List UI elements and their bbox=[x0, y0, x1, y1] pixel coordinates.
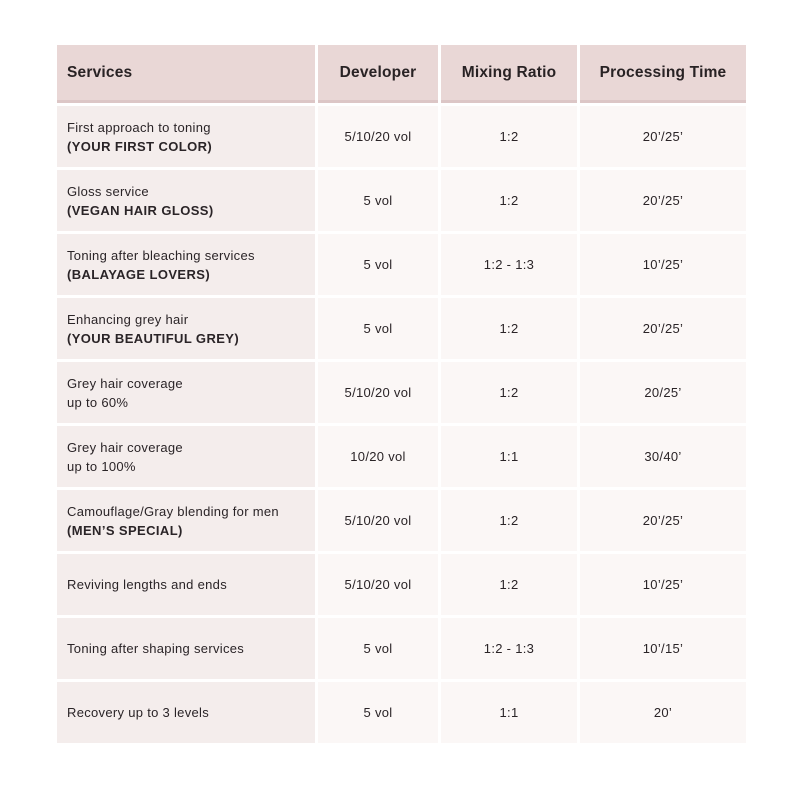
developer-cell: 5 vol bbox=[318, 618, 438, 679]
service-cell: Camouflage/Gray blending for men (MEN’S … bbox=[57, 490, 315, 551]
mixing-ratio-cell: 1:2 - 1:3 bbox=[441, 234, 577, 295]
service-name: Enhancing grey hair bbox=[67, 311, 189, 327]
developer-cell: 5/10/20 vol bbox=[318, 554, 438, 615]
column-header-services: Services bbox=[57, 45, 315, 103]
service-name: Toning after shaping services bbox=[67, 641, 245, 656]
service-subtitle: (BALAYAGE LOVERS) bbox=[67, 266, 211, 282]
developer-cell: 5 vol bbox=[318, 682, 438, 743]
table-body: First approach to toning (YOUR FIRST COL… bbox=[57, 106, 746, 743]
mixing-ratio-cell: 1:2 bbox=[441, 170, 577, 231]
service-subtitle: (MEN’S SPECIAL) bbox=[67, 522, 183, 538]
service-cell: First approach to toning (YOUR FIRST COL… bbox=[57, 106, 315, 167]
mixing-ratio-cell: 1:1 bbox=[441, 682, 577, 743]
mixing-ratio-cell: 1:2 bbox=[441, 362, 577, 423]
processing-time-cell: 20’/25’ bbox=[580, 490, 746, 551]
service-cell: Grey hair coverage up to 60% bbox=[57, 362, 315, 423]
mixing-ratio-cell: 1:2 bbox=[441, 106, 577, 167]
service-subtitle: (YOUR FIRST COLOR) bbox=[67, 138, 213, 154]
service-name: Camouflage/Gray blending for men bbox=[67, 503, 279, 519]
processing-time-cell: 20’/25’ bbox=[580, 298, 746, 359]
table-row: Recovery up to 3 levels 5 vol 1:1 20’ bbox=[57, 682, 746, 743]
service-cell: Toning after bleaching services (BALAYAG… bbox=[57, 234, 315, 295]
processing-time-cell: 20’/25’ bbox=[580, 106, 746, 167]
mixing-ratio-cell: 1:2 bbox=[441, 490, 577, 551]
service-name: Grey hair coverage bbox=[67, 375, 183, 391]
processing-time-cell: 10’/25’ bbox=[580, 554, 746, 615]
processing-time-cell: 10’/25’ bbox=[580, 234, 746, 295]
service-name: First approach to toning bbox=[67, 119, 211, 135]
service-name: Gloss service bbox=[67, 183, 149, 199]
service-name: Reviving lengths and ends bbox=[67, 577, 227, 592]
developer-cell: 5/10/20 vol bbox=[318, 362, 438, 423]
table-row: Grey hair coverage up to 100% 10/20 vol … bbox=[57, 426, 746, 487]
developer-cell: 10/20 vol bbox=[318, 426, 438, 487]
table-header: Services Developer Mixing Ratio Processi… bbox=[57, 45, 746, 103]
header-row: Services Developer Mixing Ratio Processi… bbox=[57, 45, 746, 103]
service-line2: up to 100% bbox=[67, 458, 136, 474]
column-header-processing-time: Processing Time bbox=[580, 45, 746, 103]
processing-time-cell: 10’/15’ bbox=[580, 618, 746, 679]
table-row: Reviving lengths and ends 5/10/20 vol 1:… bbox=[57, 554, 746, 615]
mixing-ratio-cell: 1:2 bbox=[441, 298, 577, 359]
table-row: Toning after shaping services 5 vol 1:2 … bbox=[57, 618, 746, 679]
table-row: Enhancing grey hair (YOUR BEAUTIFUL GREY… bbox=[57, 298, 746, 359]
table-row: Grey hair coverage up to 60% 5/10/20 vol… bbox=[57, 362, 746, 423]
mixing-ratio-cell: 1:2 bbox=[441, 554, 577, 615]
table-row: First approach to toning (YOUR FIRST COL… bbox=[57, 106, 746, 167]
table-row: Gloss service (VEGAN HAIR GLOSS) 5 vol 1… bbox=[57, 170, 746, 231]
service-name: Recovery up to 3 levels bbox=[67, 705, 210, 720]
service-cell: Reviving lengths and ends bbox=[57, 554, 315, 615]
mixing-ratio-cell: 1:2 - 1:3 bbox=[441, 618, 577, 679]
service-cell: Grey hair coverage up to 100% bbox=[57, 426, 315, 487]
processing-time-cell: 20’/25’ bbox=[580, 170, 746, 231]
service-name: Grey hair coverage bbox=[67, 439, 183, 455]
service-subtitle: (VEGAN HAIR GLOSS) bbox=[67, 202, 214, 218]
service-name: Toning after bleaching services bbox=[67, 247, 255, 263]
service-cell: Enhancing grey hair (YOUR BEAUTIFUL GREY… bbox=[57, 298, 315, 359]
developer-cell: 5 vol bbox=[318, 170, 438, 231]
developer-cell: 5 vol bbox=[318, 234, 438, 295]
service-cell: Toning after shaping services bbox=[57, 618, 315, 679]
table-row: Toning after bleaching services (BALAYAG… bbox=[57, 234, 746, 295]
column-header-mixing-ratio: Mixing Ratio bbox=[441, 45, 577, 103]
service-subtitle: (YOUR BEAUTIFUL GREY) bbox=[67, 330, 240, 346]
service-line2: up to 60% bbox=[67, 394, 129, 410]
developer-cell: 5/10/20 vol bbox=[318, 490, 438, 551]
developer-cell: 5/10/20 vol bbox=[318, 106, 438, 167]
processing-time-cell: 20/25’ bbox=[580, 362, 746, 423]
service-cell: Gloss service (VEGAN HAIR GLOSS) bbox=[57, 170, 315, 231]
service-cell: Recovery up to 3 levels bbox=[57, 682, 315, 743]
column-header-developer: Developer bbox=[318, 45, 438, 103]
services-table: Services Developer Mixing Ratio Processi… bbox=[54, 42, 749, 746]
mixing-ratio-cell: 1:1 bbox=[441, 426, 577, 487]
table-row: Camouflage/Gray blending for men (MEN’S … bbox=[57, 490, 746, 551]
developer-cell: 5 vol bbox=[318, 298, 438, 359]
processing-time-cell: 30/40’ bbox=[580, 426, 746, 487]
processing-time-cell: 20’ bbox=[580, 682, 746, 743]
